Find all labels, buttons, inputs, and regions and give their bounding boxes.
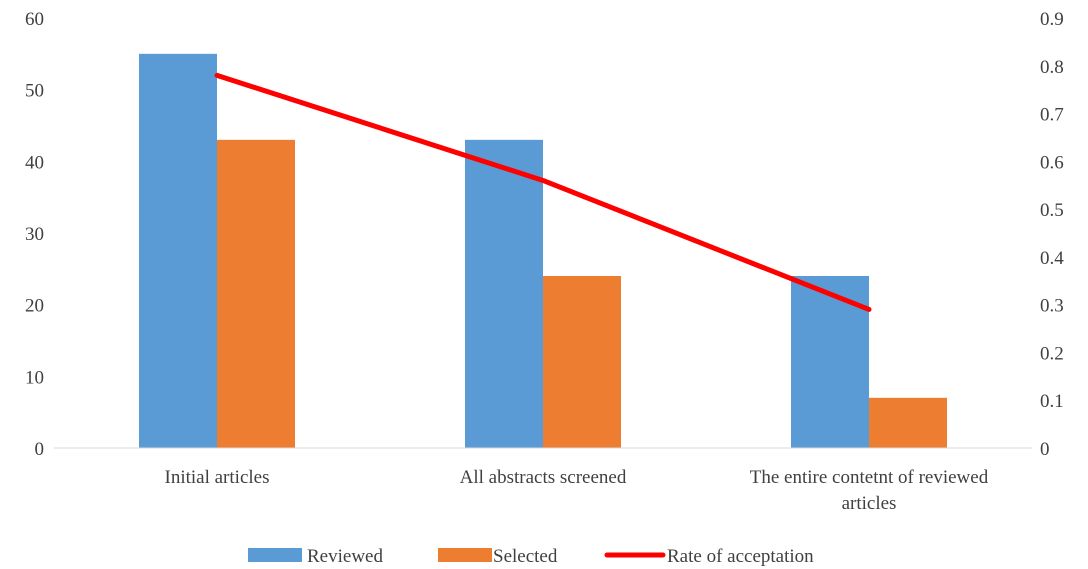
right-tick-label: 0 [1040,439,1050,460]
right-tick-label: 0.5 [1040,200,1064,221]
legend-label: Selected [493,546,558,567]
line-series [214,72,872,312]
right-axis-ticks: 0 0.1 0.2 0.3 0.4 0.5 0.6 0.7 0.8 0.9 [1040,9,1064,460]
left-axis-ticks: 0 10 20 30 40 50 60 [25,9,44,460]
bar-reviewed [465,139,543,449]
category-label: articles [842,493,897,514]
line-rate-of-acceptation [214,72,872,312]
legend: Reviewed Selected Rate of acceptation [248,546,814,567]
category-label: All abstracts screened [460,467,627,488]
legend-swatch [438,548,492,562]
left-tick-label: 50 [25,81,44,102]
right-tick-label: 0.1 [1040,391,1064,412]
legend-swatch [248,548,302,562]
right-tick-label: 0.6 [1040,152,1064,173]
bar-reviewed [139,53,217,448]
category-label: Initial articles [165,467,270,488]
left-tick-label: 60 [25,9,44,30]
left-tick-label: 20 [25,296,44,317]
category-labels: Initial articles All abstracts screened Th… [165,467,989,514]
bar-selected [543,276,621,448]
right-tick-label: 0.9 [1040,9,1064,30]
bar-reviewed [791,276,869,448]
left-tick-label: 0 [35,439,45,460]
right-tick-label: 0.2 [1040,343,1064,364]
category-label: The entire contetnt of reviewed [750,467,989,488]
left-tick-label: 30 [25,224,44,245]
right-tick-label: 0.8 [1040,57,1064,78]
legend-label: Rate of acceptation [667,546,814,567]
left-tick-label: 10 [25,367,44,388]
right-tick-label: 0.3 [1040,296,1064,317]
bar-series [139,53,947,449]
bar-selected [217,139,295,449]
legend-label: Reviewed [307,546,383,567]
right-tick-label: 0.7 [1040,105,1064,126]
right-tick-label: 0.4 [1040,248,1064,269]
bar-selected [869,397,947,448]
left-tick-label: 40 [25,152,44,173]
